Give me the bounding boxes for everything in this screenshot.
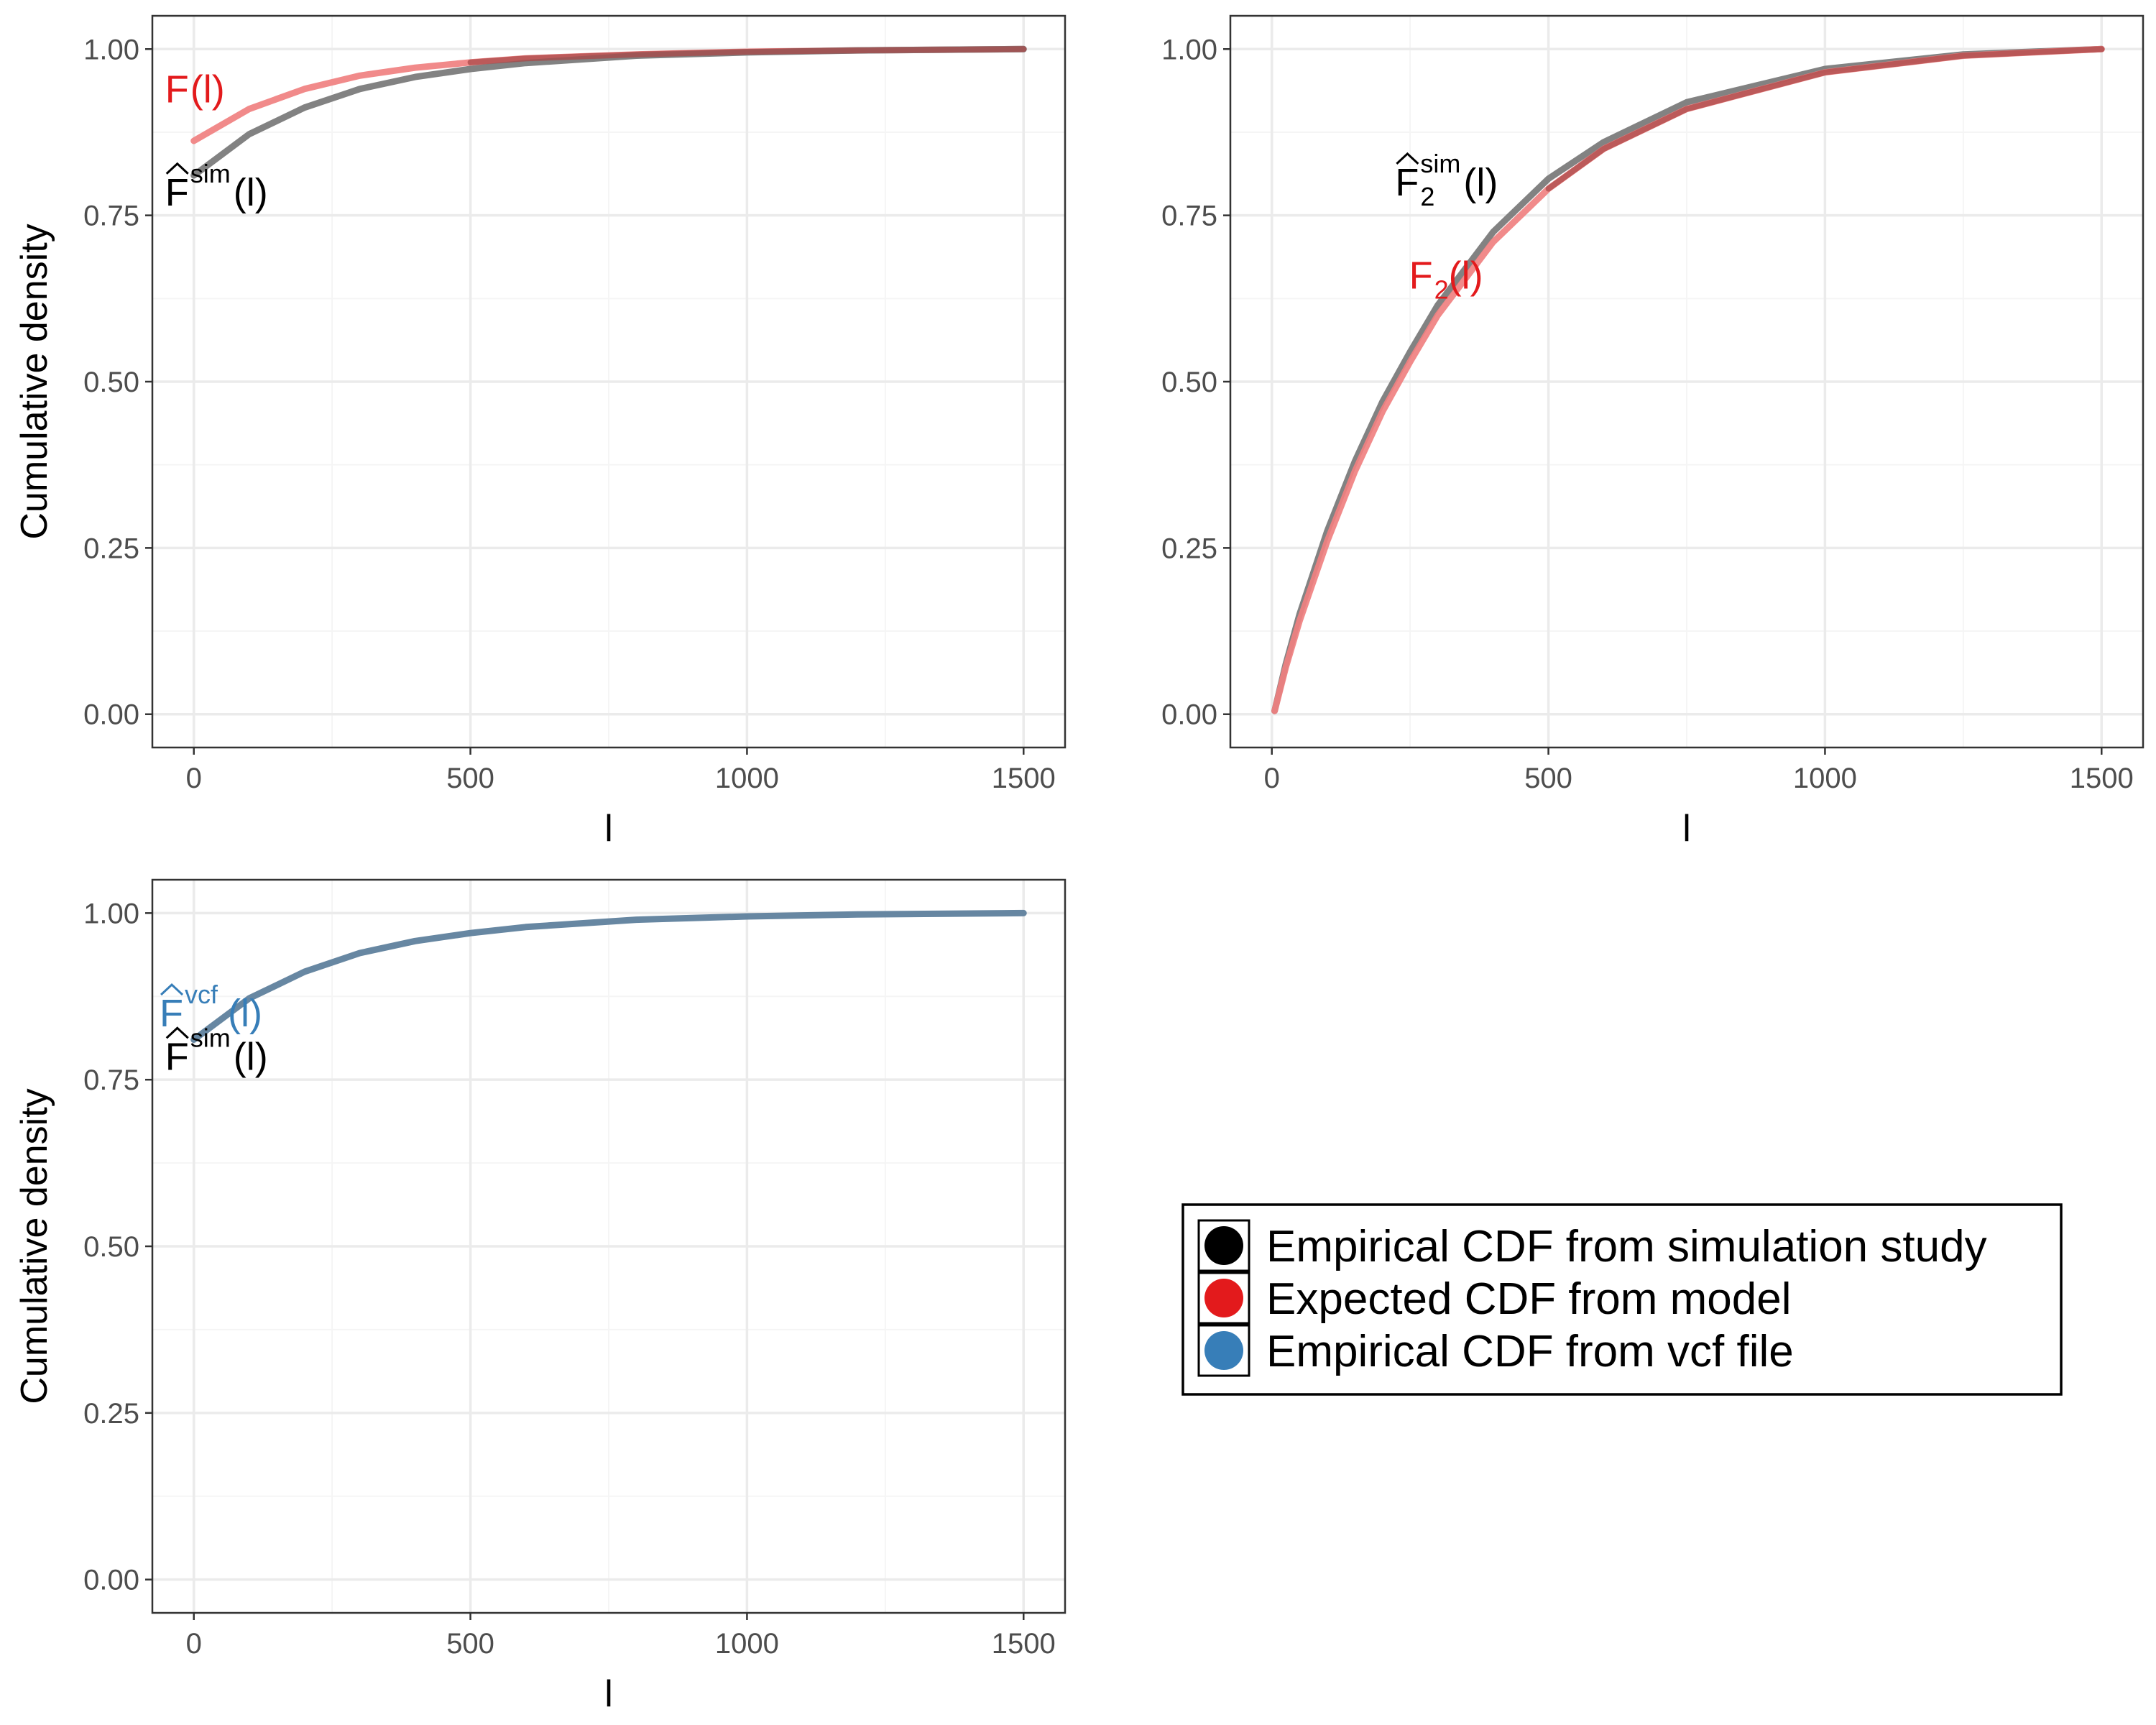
- annotation-hat: [1396, 152, 1419, 165]
- annotation-base: F: [160, 992, 183, 1035]
- chart-panel-1: 0.00 0.25 0.50 0.75 1.00 0 500 1000 1500 l Cumulat…: [14, 14, 1067, 850]
- series-overlap-line: [1545, 46, 2105, 192]
- x-tick-label: 1000: [1793, 763, 1857, 794]
- panels: 0.00 0.25 0.50 0.75 1.00 0 500 1000 1500 l Cumulat…: [14, 14, 2145, 1715]
- x-tick-label: 0: [1264, 763, 1280, 794]
- legend-label: Empirical CDF from vcf file: [1266, 1327, 1794, 1376]
- legend-item-1: Empirical CDF from simulation study: [1197, 1219, 1987, 1272]
- y-tick-label: 0.25: [83, 1398, 139, 1430]
- annotation-hat: [165, 1026, 189, 1039]
- x-axis-title: l: [604, 808, 613, 850]
- y-tick-label: 0.00: [83, 1565, 139, 1596]
- y-tick-label: 0.75: [83, 1064, 139, 1096]
- x-tick-label: 0: [186, 1628, 202, 1660]
- y-tick-label: 0.50: [83, 367, 139, 398]
- legend: Empirical CDF from simulation studyExpec…: [1181, 1203, 2063, 1396]
- annotation-base: F: [1395, 161, 1419, 204]
- curve-annotation-2: F 2 (l): [1409, 254, 1483, 304]
- legend-box: [1181, 1203, 2063, 1396]
- annotation-base: F: [1409, 254, 1433, 297]
- y-tick-label: 1.00: [83, 34, 139, 65]
- y-axis-title: Cumulative density: [14, 224, 55, 539]
- annotation-superscript: vcf: [185, 980, 218, 1009]
- series-line-vcf: [190, 909, 1027, 1043]
- legend-label: Empirical CDF from simulation study: [1266, 1222, 1987, 1271]
- x-tick-label: 1500: [992, 763, 1056, 794]
- annotation-tail: (l): [228, 992, 262, 1035]
- y-tick-label: 0.25: [1161, 533, 1217, 564]
- annotation-tail: (l): [1449, 254, 1483, 297]
- annotation-superscript: sim: [190, 1023, 231, 1052]
- annotation-superscript: sim: [1420, 149, 1460, 178]
- annotation-tail: (l): [1463, 161, 1498, 204]
- x-tick-label: 500: [446, 763, 494, 794]
- y-axis-title: Cumulative density: [14, 1088, 55, 1404]
- legend-label: Expected CDF from model: [1266, 1274, 1791, 1324]
- annotation-superscript: sim: [190, 159, 231, 188]
- x-axis-title: l: [604, 1673, 613, 1715]
- x-tick-label: 1000: [715, 1628, 779, 1660]
- annotation-base: F: [165, 1035, 189, 1078]
- annotation-base: F: [165, 68, 189, 111]
- annotation-tail: (l): [190, 68, 225, 111]
- legend-item-2: Expected CDF from model: [1197, 1271, 1791, 1325]
- y-tick-label: 1.00: [83, 898, 139, 929]
- x-tick-label: 1500: [992, 1628, 1056, 1660]
- x-tick-label: 1500: [2070, 763, 2134, 794]
- legend-key-dot: [1204, 1226, 1243, 1265]
- y-tick-label: 0.00: [83, 699, 139, 731]
- annotation-tail: (l): [234, 171, 268, 214]
- annotation-subscript: 2: [1434, 275, 1449, 304]
- y-tick-label: 0.50: [83, 1231, 139, 1263]
- y-tick-label: 0.25: [83, 533, 139, 564]
- legend-key-dot: [1204, 1331, 1243, 1370]
- chart-panel-3: 0.00 0.25 0.50 0.75 1.00 0 500 1000 1500 l Cumulat…: [14, 878, 1067, 1715]
- curve-annotation-1: F (l): [165, 68, 225, 111]
- x-tick-label: 500: [446, 1628, 494, 1660]
- y-tick-label: 0.50: [1161, 367, 1217, 398]
- x-tick-label: 0: [186, 763, 202, 794]
- annotation-tail: (l): [234, 1035, 268, 1078]
- annotation-base: F: [165, 171, 189, 214]
- annotation-hat: [165, 162, 189, 175]
- y-tick-label: 1.00: [1161, 34, 1217, 65]
- legend-key-dot: [1204, 1279, 1243, 1317]
- annotation-hat: [160, 983, 184, 996]
- y-tick-label: 0.75: [1161, 201, 1217, 232]
- x-tick-label: 1000: [715, 763, 779, 794]
- annotation-subscript: 2: [1420, 182, 1434, 211]
- y-tick-label: 0.75: [83, 201, 139, 232]
- x-axis-title: l: [1682, 808, 1691, 850]
- series-overlap-line: [467, 46, 1027, 65]
- y-tick-label: 0.00: [1161, 699, 1217, 731]
- x-tick-label: 500: [1524, 763, 1572, 794]
- legend-item-3: Empirical CDF from vcf file: [1197, 1324, 1794, 1377]
